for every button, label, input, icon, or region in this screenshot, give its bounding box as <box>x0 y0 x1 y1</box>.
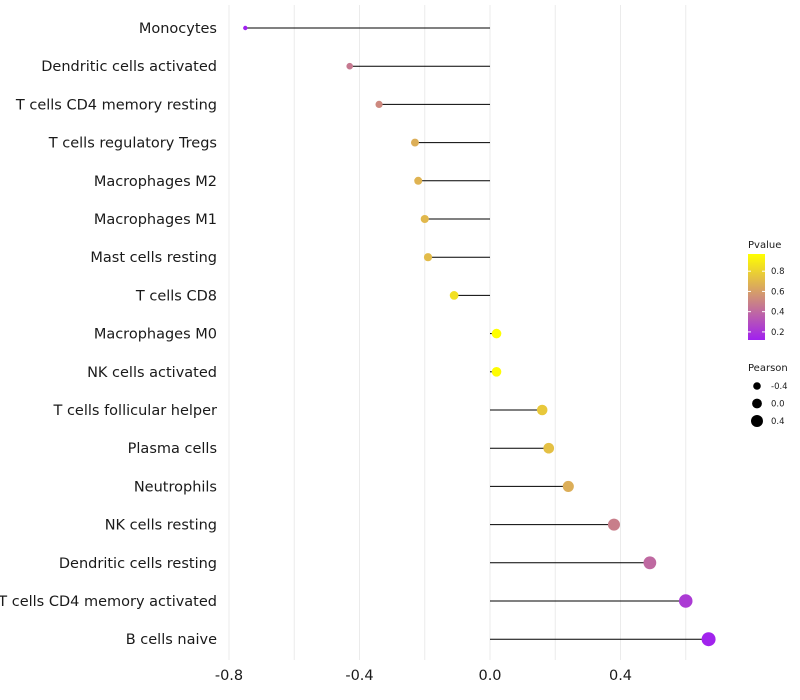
pvalue-tick-label: 0.2 <box>771 328 785 338</box>
data-point <box>643 556 657 570</box>
pvalue-tick-label: 0.6 <box>771 287 785 297</box>
data-point <box>678 594 693 608</box>
data-point <box>346 62 353 70</box>
category-label: Macrophages M1 <box>94 212 217 228</box>
pearson-size-key <box>753 382 761 390</box>
data-point <box>243 25 248 31</box>
data-point <box>536 404 548 416</box>
pearson-legend-title: Pearson <box>748 363 788 374</box>
data-point <box>701 632 716 647</box>
pvalue-colorbar <box>748 254 765 340</box>
category-label: Macrophages M0 <box>94 327 217 343</box>
category-label: Plasma cells <box>128 441 217 457</box>
data-point <box>562 480 574 492</box>
pvalue-tick-label: 0.8 <box>771 267 785 277</box>
category-label: Mast cells resting <box>90 250 217 266</box>
data-point <box>375 100 383 108</box>
data-point <box>414 176 423 185</box>
data-point <box>491 367 502 377</box>
data-point <box>420 214 429 224</box>
x-tick-label: -0.8 <box>215 668 243 684</box>
pearson-size-key <box>752 398 762 409</box>
pearson-size-label: 0.0 <box>771 400 785 410</box>
x-axis-tick-labels: -0.8 -0.4 0.0 0.4 <box>215 668 632 684</box>
lollipop-stems <box>245 27 709 640</box>
category-label: T cells follicular helper <box>52 403 217 419</box>
data-point <box>411 138 419 147</box>
pearson-size-label: -0.4 <box>771 382 788 392</box>
category-label: B cells naive <box>126 632 217 648</box>
category-label: Neutrophils <box>134 479 217 495</box>
pearson-legend: Pearson -0.4 0.0 0.4 <box>748 363 788 427</box>
grid-lines <box>228 5 687 660</box>
pvalue-tick-label: 0.4 <box>771 308 785 318</box>
category-label: Macrophages M2 <box>94 174 217 190</box>
x-tick-label: 0.0 <box>478 668 501 684</box>
category-label: T cells CD4 memory activated <box>0 594 217 610</box>
category-label: T cells regulatory Tregs <box>48 136 217 152</box>
x-tick-label: 0.4 <box>609 668 632 684</box>
data-point <box>423 253 433 262</box>
category-label: T cells CD8 <box>135 288 217 304</box>
x-tick-label: -0.4 <box>345 668 373 684</box>
data-point <box>449 291 459 300</box>
category-label: T cells CD4 memory resting <box>15 97 217 113</box>
pearson-size-key <box>751 415 763 427</box>
data-point <box>491 328 502 339</box>
category-label: Dendritic cells resting <box>59 556 217 572</box>
category-label: Dendritic cells activated <box>41 59 217 75</box>
pvalue-legend-title: Pvalue <box>748 240 781 251</box>
category-label: NK cells resting <box>105 518 217 534</box>
pvalue-legend: Pvalue 0.2 0.4 0.6 0.8 <box>748 240 785 340</box>
data-point <box>607 518 620 531</box>
lollipop-points <box>243 25 716 647</box>
pearson-size-label: 0.4 <box>771 417 785 427</box>
category-label: NK cells activated <box>87 365 217 381</box>
category-label: Monocytes <box>139 21 217 37</box>
category-labels: Monocytes Dendritic cells activated T cell… <box>0 21 217 648</box>
data-point <box>543 442 555 454</box>
